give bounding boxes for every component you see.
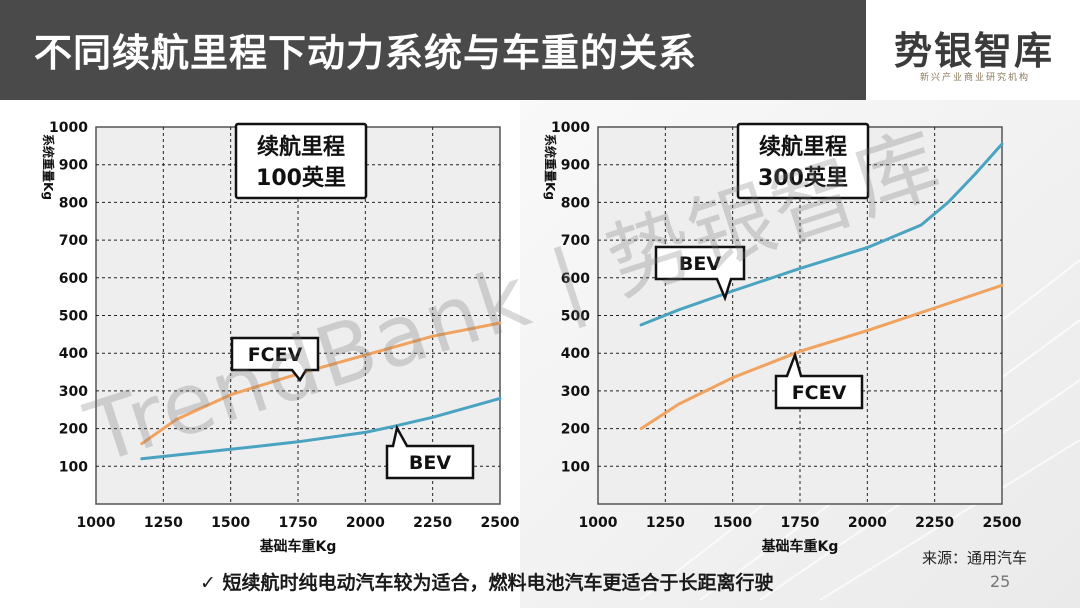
x-axis-label: 基础车重Kg xyxy=(260,538,337,555)
y-tick-label: 800 xyxy=(59,195,88,211)
y-tick-label: 1000 xyxy=(49,120,88,136)
y-tick-label: 600 xyxy=(561,271,590,287)
logo-text: 势银智库 xyxy=(894,29,1055,73)
y-tick-label: 600 xyxy=(59,271,88,287)
y-tick-label: 400 xyxy=(59,346,88,362)
source-note: 来源：通用汽车 xyxy=(922,549,1028,567)
y-tick-label: 100 xyxy=(561,459,590,475)
callout-box-bev xyxy=(654,245,746,302)
x-tick-label: 1250 xyxy=(144,515,183,531)
y-tick-label: 100 xyxy=(59,459,88,475)
check-icon: ✓ xyxy=(200,572,216,594)
range-label-box xyxy=(234,122,368,200)
y-tick-label: 200 xyxy=(59,422,88,438)
page-number: 25 xyxy=(990,572,1011,591)
chart-1: 100 200 300 400 500 600 700 800 900 1000 1000 1250 1… xyxy=(41,120,520,555)
x-tick-label: 2250 xyxy=(915,515,954,531)
range-label-line1: 续航里程 xyxy=(257,134,345,160)
x-tick-label: 1750 xyxy=(781,515,820,531)
chart-2: 100 200 300 400 500 600 700 800 900 1000 1000 1250 1… xyxy=(543,120,1022,555)
footnote: ✓ 短续航时纯电动汽车较为适合，燃料电池汽车更适合于长距离行驶 xyxy=(200,568,774,595)
range-label-line2: 300英里 xyxy=(758,166,848,191)
callout-box-fcev xyxy=(774,351,864,410)
series-line-fcev xyxy=(639,283,1004,431)
x-tick-label: 2250 xyxy=(413,515,452,531)
y-axis-label: 系统重量Kg xyxy=(41,134,56,200)
y-tick-label: 300 xyxy=(561,384,590,400)
x-tick-label: 1000 xyxy=(579,515,618,531)
y-tick-label: 800 xyxy=(561,195,590,211)
range-label-line1: 续航里程 xyxy=(759,134,847,160)
y-tick-label: 400 xyxy=(561,346,590,362)
y-tick-label: 1000 xyxy=(551,120,590,136)
y-tick-label: 900 xyxy=(561,158,590,174)
callout-label-fcev: FCEV xyxy=(248,344,303,366)
y-axis-label: 系统重量Kg xyxy=(543,134,558,200)
x-tick-label: 1250 xyxy=(646,515,685,531)
series-line-bev xyxy=(639,142,1004,327)
series-line-bev xyxy=(140,396,502,461)
callout-label-fcev: FCEV xyxy=(792,382,847,404)
logo: 势银智库 新兴产业商业研究机构 xyxy=(878,20,1078,90)
x-tick-label: 1750 xyxy=(279,515,318,531)
x-tick-label: 2500 xyxy=(983,515,1022,531)
x-tick-label: 1500 xyxy=(211,515,250,531)
range-label-line2: 100英里 xyxy=(256,166,346,191)
x-tick-label: 2000 xyxy=(848,515,887,531)
callout-label-bev: BEV xyxy=(409,452,451,474)
x-tick-label: 1500 xyxy=(713,515,752,531)
page-title: 不同续航里程下动力系统与车重的关系 xyxy=(34,31,698,75)
y-tick-label: 900 xyxy=(59,158,88,174)
callout-box-bev xyxy=(385,424,475,480)
callout-box-fcev xyxy=(230,336,320,383)
x-tick-label: 1000 xyxy=(77,515,116,531)
callout-label-bev: BEV xyxy=(679,253,721,275)
range-label-box xyxy=(736,122,870,200)
title-bar xyxy=(0,0,866,100)
x-tick-label: 2500 xyxy=(481,515,520,531)
y-tick-label: 500 xyxy=(59,309,88,325)
footnote-text: 短续航时纯电动汽车较为适合，燃料电池汽车更适合于长距离行驶 xyxy=(222,572,774,594)
y-tick-label: 700 xyxy=(59,233,88,249)
y-tick-label: 200 xyxy=(561,422,590,438)
y-tick-label: 700 xyxy=(561,233,590,249)
x-axis-label: 基础车重Kg xyxy=(762,538,839,555)
y-tick-label: 300 xyxy=(59,384,88,400)
x-tick-label: 2000 xyxy=(346,515,385,531)
logo-subtitle: 新兴产业商业研究机构 xyxy=(920,73,1031,83)
y-tick-label: 500 xyxy=(561,309,590,325)
